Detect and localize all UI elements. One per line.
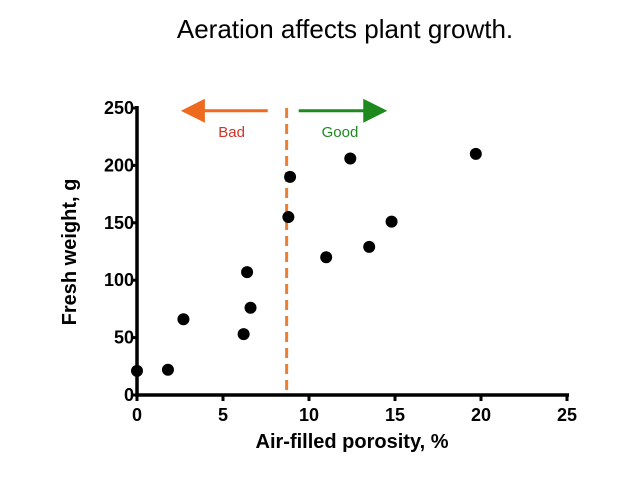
data-point [177,313,190,326]
x-tick-label: 0 [132,405,142,425]
data-point [282,211,295,224]
x-tick-label: 5 [218,405,228,425]
data-point [244,301,257,314]
data-point [237,328,250,341]
y-tick-label: 50 [114,328,134,348]
data-point [363,240,376,253]
x-tick-label: 15 [385,405,405,425]
data-point [284,170,297,183]
good-label: Good [322,124,359,141]
y-tick-label: 150 [104,213,134,233]
y-tick-label: 200 [104,155,134,175]
data-point [385,215,398,228]
y-tick-label: 100 [104,270,134,290]
data-point [320,251,333,264]
y-axis-label: Fresh weight, g [59,179,81,326]
x-tick-label: 10 [299,405,319,425]
y-tick-label: 250 [104,98,134,118]
y-tick-label: 0 [124,385,134,405]
data-point [344,152,357,165]
bad-label: Bad [218,124,245,141]
data-point [469,147,482,160]
chart-title: Aeration affects plant growth. [177,14,513,44]
data-point [241,266,254,279]
data-point [161,363,174,376]
data-point [131,364,143,377]
x-tick-label: 20 [471,405,491,425]
x-tick-label: 25 [557,405,577,425]
x-axis-label: Air-filled porosity, % [256,431,449,453]
